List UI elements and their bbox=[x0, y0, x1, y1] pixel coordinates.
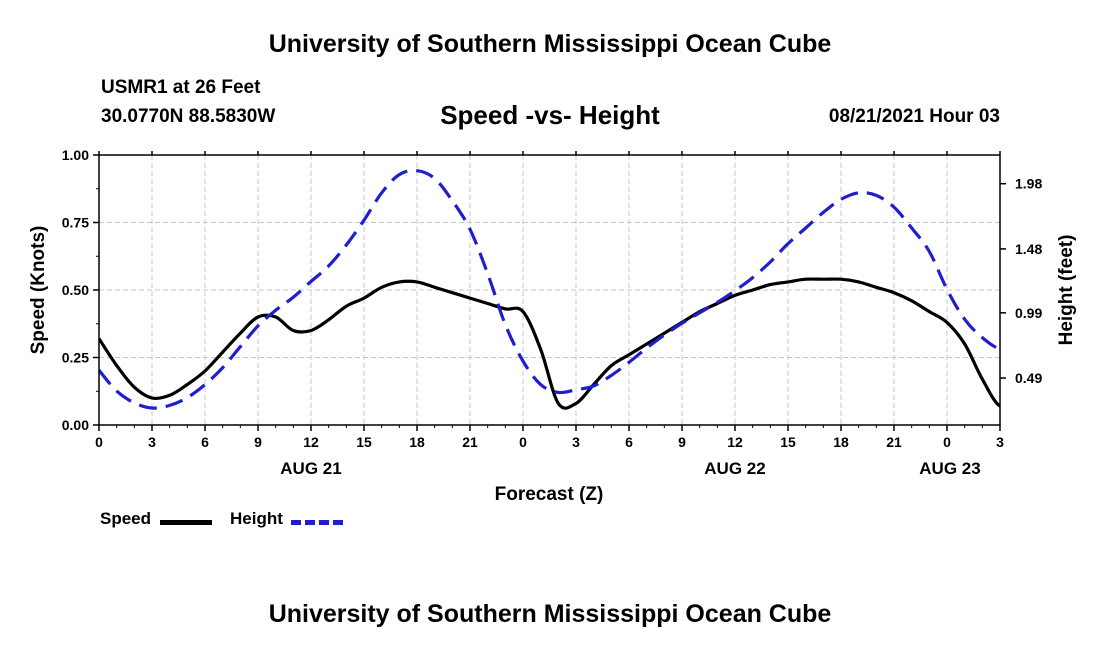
x-tick-label: 15 bbox=[356, 434, 372, 450]
y2-tick-label: 1.98 bbox=[1015, 176, 1042, 192]
axis-layer: 0 3 6 9 12 15 18 21 0 3 6 9 12 15 18 21 0 3 AUG 21 AUG 22 AU… bbox=[62, 147, 1043, 478]
y2-tick-label: 0.99 bbox=[1015, 305, 1042, 321]
x-tick-label: 18 bbox=[833, 434, 849, 450]
y-axis-label: Speed (Knots) bbox=[28, 226, 49, 355]
height-series-line bbox=[99, 168, 1000, 410]
page-title-bottom: University of Southern Mississippi Ocean… bbox=[268, 600, 832, 628]
legend-speed-swatch bbox=[160, 520, 212, 525]
day-label: AUG 21 bbox=[280, 459, 341, 478]
x-tick-label: 6 bbox=[201, 434, 209, 450]
legend-height-label: Height bbox=[230, 509, 283, 528]
y-tick-label: 0.75 bbox=[62, 215, 89, 231]
x-tick-label: 3 bbox=[996, 434, 1004, 450]
y2-axis-label: Height (feet) bbox=[1056, 235, 1077, 346]
x-tick-label: 3 bbox=[572, 434, 580, 450]
page-title-top: University of Southern Mississippi Ocean… bbox=[268, 30, 832, 58]
day-label: AUG 23 bbox=[919, 459, 980, 478]
x-tick-label: 21 bbox=[462, 434, 478, 450]
legend-height-swatch bbox=[291, 520, 343, 525]
speed-series-line bbox=[99, 277, 1000, 410]
y-tick-label: 1.00 bbox=[62, 147, 89, 163]
y-tick-label: 0.25 bbox=[62, 350, 89, 366]
x-tick-label: 3 bbox=[148, 434, 156, 450]
x-tick-label: 9 bbox=[254, 434, 262, 450]
x-tick-label: 6 bbox=[625, 434, 633, 450]
y2-tick-label: 1.48 bbox=[1015, 241, 1042, 257]
series-layer bbox=[99, 168, 1000, 410]
day-label: AUG 22 bbox=[704, 459, 765, 478]
x-tick-label: 0 bbox=[95, 434, 103, 450]
x-tick-label: 21 bbox=[886, 434, 902, 450]
x-tick-label: 0 bbox=[519, 434, 527, 450]
y-tick-label: 0.00 bbox=[62, 417, 89, 433]
x-axis-label: Forecast (Z) bbox=[495, 484, 604, 505]
x-tick-label: 12 bbox=[303, 434, 319, 450]
chart-title: Speed -vs- Height bbox=[440, 100, 660, 130]
x-tick-label: 18 bbox=[409, 434, 425, 450]
y2-tick-label: 0.49 bbox=[1015, 370, 1042, 386]
coordinates-label: 30.0770N 88.5830W bbox=[101, 106, 276, 127]
x-tick-label: 0 bbox=[943, 434, 951, 450]
station-label: USMR1 at 26 Feet bbox=[101, 77, 261, 98]
x-tick-label: 15 bbox=[780, 434, 796, 450]
forecast-date-label: 08/21/2021 Hour 03 bbox=[828, 106, 1000, 127]
legend-speed-label: Speed bbox=[100, 509, 152, 528]
x-tick-label: 12 bbox=[727, 434, 743, 450]
grid-layer bbox=[99, 155, 1000, 425]
x-tick-label: 9 bbox=[678, 434, 686, 450]
y-tick-label: 0.50 bbox=[62, 282, 89, 298]
